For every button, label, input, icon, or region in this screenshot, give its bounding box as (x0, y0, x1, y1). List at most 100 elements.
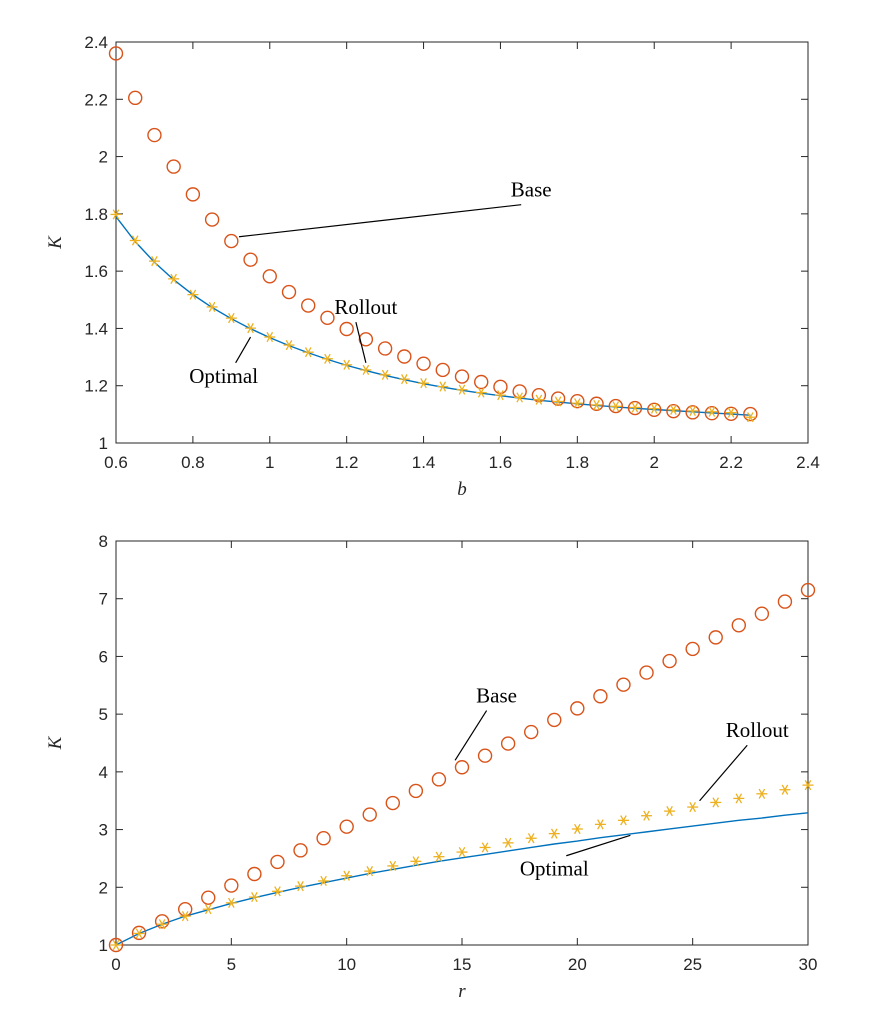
base-point (262, 269, 277, 284)
rollout-point (410, 856, 422, 867)
x-tick-label: 2.2 (719, 453, 743, 472)
base-point (731, 618, 746, 633)
plot-k-vs-b: 0.6 0.8 1 1.2 1.4 1.6 1.8 2 2.2 2.4 1 1.2 1.4 1.6 1.8 2… (45, 33, 820, 500)
base-point (754, 606, 770, 621)
rollout-point (129, 235, 141, 246)
y-tick-label: 5 (99, 705, 108, 724)
base-point (477, 748, 493, 763)
base-point (293, 843, 308, 858)
y-tick-label: 6 (99, 647, 108, 666)
base-point (616, 677, 631, 692)
rollout-point (179, 911, 191, 922)
rollout-point (418, 378, 430, 389)
annotation-base: Base (511, 178, 552, 202)
rollout-point (168, 273, 180, 284)
rollout-point (502, 837, 514, 848)
rollout-point (706, 406, 718, 417)
rollout-point (187, 289, 199, 300)
base-point (685, 405, 700, 420)
rollout-point (548, 828, 560, 839)
base-point (704, 406, 720, 421)
base-point (743, 406, 758, 422)
rollout-point (148, 256, 160, 267)
x-tick-label: 20 (568, 955, 587, 974)
y-tick-label: 4 (99, 763, 108, 782)
base-point (570, 393, 585, 409)
base-point (201, 890, 216, 905)
rollout-point (245, 323, 257, 334)
base-point (431, 772, 447, 787)
base-point (224, 878, 239, 893)
base-point (550, 391, 566, 406)
annotation-optimal: Optimal (520, 857, 589, 881)
x-tick-label: 0.6 (104, 453, 128, 472)
base-point (358, 332, 374, 347)
rollout-point (225, 897, 237, 908)
y-tick-label: 2 (99, 148, 108, 167)
rollout-point (379, 369, 391, 380)
annotation-leader-optimal (235, 336, 252, 364)
rollout-point (283, 339, 295, 351)
base-point (524, 724, 539, 740)
base-point (247, 866, 262, 882)
rollout-point (302, 347, 314, 358)
rollout-point (202, 904, 214, 915)
base-point (128, 90, 143, 106)
y-tick-label: 1 (99, 434, 108, 453)
base-point (547, 712, 562, 728)
annotation-base: Base (476, 684, 517, 708)
rollout-point (456, 846, 468, 858)
base-point (723, 406, 739, 421)
annotation-leader-rollout (699, 744, 748, 802)
rollout-point (456, 384, 468, 395)
base-point (243, 252, 258, 267)
base-point (589, 396, 604, 411)
rollout-point (571, 398, 583, 409)
base-point (454, 369, 470, 384)
x-tick-label: 5 (227, 955, 236, 974)
rollout-point (364, 866, 376, 877)
rollout-point (398, 374, 410, 385)
series-line-optimal (115, 812, 809, 946)
rollout-point (629, 402, 641, 413)
rollout-point (594, 819, 606, 830)
annotation-leader-rollout (355, 321, 367, 363)
base-point (685, 641, 700, 657)
rollout-point (387, 860, 399, 872)
base-point (474, 374, 489, 390)
rollout-point (664, 806, 676, 817)
x-tick-label: 1.4 (412, 453, 436, 472)
x-tick-label: 2.4 (796, 453, 820, 472)
base-point (662, 653, 677, 669)
y-tick-label: 1.2 (84, 377, 108, 396)
base-point (270, 854, 285, 870)
rollout-point (687, 405, 699, 417)
rollout-point (802, 780, 814, 791)
base-point (108, 937, 124, 953)
y-tick-label: 7 (99, 590, 108, 609)
base-point (204, 212, 220, 227)
rollout-point (667, 404, 679, 415)
base-point (108, 46, 124, 61)
base-point (531, 387, 547, 403)
rollout-point (264, 331, 276, 343)
base-point (281, 284, 297, 300)
rollout-point (110, 939, 122, 951)
base-point (301, 298, 316, 313)
x-tick-label: 15 (453, 955, 472, 974)
rollout-point (341, 359, 353, 370)
rollout-point (437, 381, 449, 392)
rollout-point (725, 407, 737, 418)
base-point (147, 127, 162, 143)
x-axis-label: b (457, 479, 467, 500)
base-point (316, 831, 331, 846)
rollout-point (744, 412, 756, 423)
annotation-rollout: Rollout (726, 718, 789, 742)
series-line-optimal (115, 216, 751, 416)
x-tick-label: 10 (337, 955, 356, 974)
base-point (454, 760, 470, 775)
base-point (777, 594, 793, 609)
plot-k-vs-r: 0 5 10 15 20 25 30 1 2 3 4 5 6 7 8 r K Base Rollout Optimal (45, 532, 817, 1002)
y-tick-label: 8 (99, 532, 108, 551)
base-point (339, 321, 354, 337)
